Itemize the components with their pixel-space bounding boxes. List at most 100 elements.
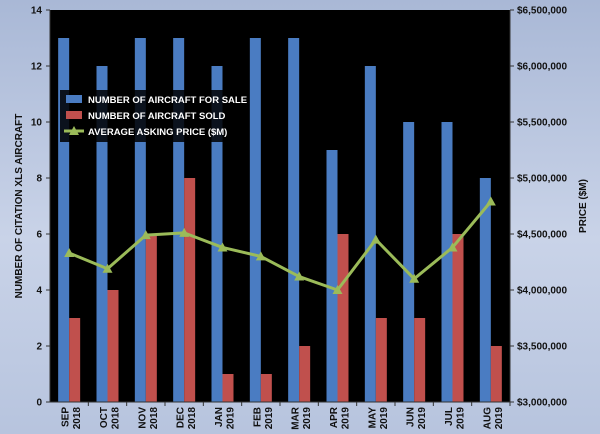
price-point (294, 271, 305, 281)
x-tick-label: DEC2018 (176, 407, 199, 430)
x-tick-month: MAR (291, 406, 302, 430)
bars-layer (58, 38, 502, 402)
y2-tick-label: $3,000,000 (517, 398, 567, 409)
legend-swatch (66, 111, 82, 119)
x-tick-month: JUL (444, 407, 455, 426)
y-tick-label: 0 (36, 398, 42, 409)
x-tick-year: 2018 (72, 407, 83, 430)
bar-sold (184, 178, 196, 402)
x-tick-month: NOV (137, 407, 148, 429)
x-tick-year: 2018 (149, 407, 160, 430)
x-tick-month: MAY (367, 407, 378, 429)
bar-sold (145, 234, 157, 402)
bar-for-sale (288, 38, 300, 402)
x-tick-year: 2019 (264, 407, 275, 430)
x-tick-label: APR2019 (329, 406, 352, 429)
bar-sold (107, 290, 119, 402)
y-tick-label: 8 (36, 174, 42, 185)
y-tick-label: 6 (36, 230, 42, 241)
x-tick-year: 2019 (226, 407, 237, 430)
x-tick-label: MAR2019 (291, 406, 314, 430)
price-point (409, 273, 420, 283)
x-tick-year: 2019 (302, 407, 313, 430)
bar-for-sale (96, 66, 108, 402)
x-tick-label: MAY2019 (367, 407, 390, 430)
y-tick-label: 2 (36, 342, 42, 353)
legend-label: AVERAGE ASKING PRICE ($M) (88, 127, 227, 138)
x-tick-month: DEC (176, 407, 187, 428)
price-point (255, 251, 266, 261)
legend-box (60, 90, 230, 142)
line-layer (64, 196, 496, 294)
y2-tick-label: $4,000,000 (517, 286, 567, 297)
y-tick-label: 12 (31, 62, 43, 73)
price-point (332, 285, 343, 294)
bar-for-sale (326, 150, 338, 402)
plot-area (50, 10, 510, 402)
axes-layer: 0 2 4 6 8 10 12 14 $3,000,000 $3,500,000 $4,000,00… (14, 6, 589, 430)
y2-tick-label: $6,500,000 (517, 6, 567, 17)
x-tick-label: JUN2019 (406, 407, 429, 430)
x-tick-label: FEB2019 (252, 407, 275, 430)
price-point (64, 248, 75, 258)
x-tick-year: 2019 (417, 407, 428, 430)
bar-sold (414, 318, 426, 402)
y2-tick-label: $4,500,000 (517, 230, 567, 241)
price-line (68, 200, 492, 292)
bar-for-sale (173, 38, 185, 402)
bar-for-sale (479, 178, 491, 402)
bar-for-sale (403, 122, 415, 402)
bar-for-sale (441, 122, 453, 402)
y2-tick-label: $5,000,000 (517, 174, 567, 185)
x-tick-year: 2019 (456, 407, 467, 430)
bar-sold (337, 234, 349, 402)
x-tick-year: 2019 (379, 407, 390, 430)
x-tick-month: AUG (482, 407, 493, 429)
price-point (485, 196, 496, 206)
y-tick-label: 10 (31, 118, 43, 129)
x-tick-label: JAN2019 (214, 407, 237, 430)
price-point (370, 234, 381, 244)
y-axis-title: NUMBER OF CITATION XLS AIRCRAFT (14, 114, 25, 299)
x-tick-year: 2019 (494, 407, 505, 430)
x-tick-month: JAN (214, 407, 225, 427)
bar-for-sale (134, 38, 146, 402)
bar-sold (452, 234, 464, 402)
bar-sold (260, 374, 272, 402)
bar-sold (222, 374, 234, 402)
bar-sold (375, 318, 387, 402)
y2-tick-label: $6,000,000 (517, 62, 567, 73)
legend-swatch (66, 95, 82, 103)
bar-for-sale (211, 66, 223, 402)
price-point (447, 242, 458, 252)
x-tick-label: OCT2018 (99, 407, 122, 430)
x-tick-month: OCT (99, 407, 110, 428)
price-point (140, 230, 151, 240)
bar-sold (69, 318, 81, 402)
bar-for-sale (58, 38, 70, 402)
x-tick-month: SEP (61, 407, 72, 427)
price-point (217, 242, 228, 252)
x-tick-month: APR (329, 406, 340, 428)
x-tick-month: JUN (406, 407, 417, 427)
y2-tick-label: $3,500,000 (517, 342, 567, 353)
y-tick-label: 14 (31, 6, 43, 17)
y-tick-label: 4 (36, 286, 42, 297)
y2-tick-label: $5,500,000 (517, 118, 567, 129)
x-tick-year: 2018 (187, 407, 198, 430)
bar-sold (299, 346, 311, 402)
y2-axis-title: PRICE ($M) (578, 179, 589, 233)
legend-label: NUMBER OF AIRCRAFT FOR SALE (88, 95, 247, 106)
price-point (102, 263, 113, 273)
x-tick-month: FEB (252, 407, 263, 427)
x-tick-label: NOV2018 (137, 407, 160, 430)
legend-label: NUMBER OF AIRCRAFT SOLD (88, 111, 226, 122)
bar-for-sale (249, 38, 261, 402)
x-tick-label: JUL2019 (444, 407, 467, 430)
legend-swatch-marker (69, 126, 79, 135)
legend: NUMBER OF AIRCRAFT FOR SALE NUMBER OF AIR… (60, 90, 247, 142)
x-tick-year: 2018 (111, 407, 122, 430)
bar-sold (490, 346, 502, 402)
